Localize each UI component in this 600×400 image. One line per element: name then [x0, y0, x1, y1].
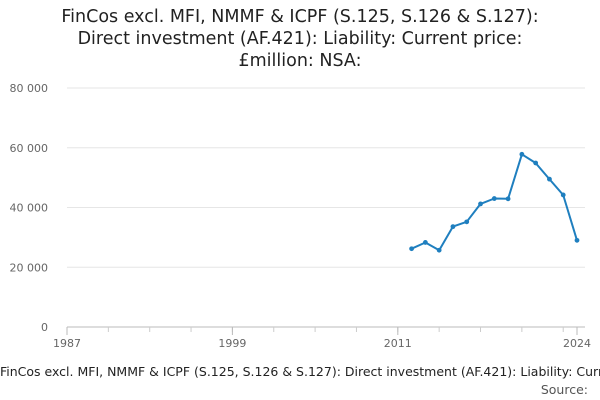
data-point	[450, 224, 456, 230]
data-point	[422, 240, 428, 245]
y-tick-label: 60 000	[10, 142, 49, 155]
series-line	[410, 153, 578, 252]
y-tick-label: 80 000	[10, 82, 49, 95]
data-point	[560, 192, 566, 198]
data-point	[409, 246, 414, 252]
x-tick-label: 2024	[563, 337, 591, 350]
data-point	[574, 237, 580, 243]
data-point	[505, 196, 511, 202]
data-point	[547, 176, 552, 182]
x-tick-label: 1999	[218, 337, 246, 350]
chart-title-line-3: £million: NSA:	[238, 51, 362, 71]
y-tick-label: 0	[41, 321, 48, 334]
x-tick-label: 2011	[384, 337, 412, 350]
data-point	[464, 219, 470, 225]
data-point	[519, 151, 525, 157]
data-point	[533, 160, 539, 166]
x-tick-label: 1987	[53, 337, 81, 350]
data-point	[491, 196, 497, 201]
y-tick-label: 20 000	[10, 261, 49, 274]
source-label: Source:	[540, 382, 588, 397]
chart-title-line-1: FinCos excl. MFI, NMMF & ICPF (S.125, S.…	[61, 7, 539, 27]
chart-title-line-2: Direct investment (AF.421): Liability: C…	[77, 29, 523, 49]
data-point	[478, 201, 483, 207]
chart-caption: FinCos excl. MFI, NMMF & ICPF (S.125, S.…	[0, 364, 600, 379]
data-point	[436, 247, 442, 253]
chart-title: FinCos excl. MFI, NMMF & ICPF (S.125, S.…	[0, 6, 600, 72]
y-tick-label: 40 000	[10, 202, 49, 215]
